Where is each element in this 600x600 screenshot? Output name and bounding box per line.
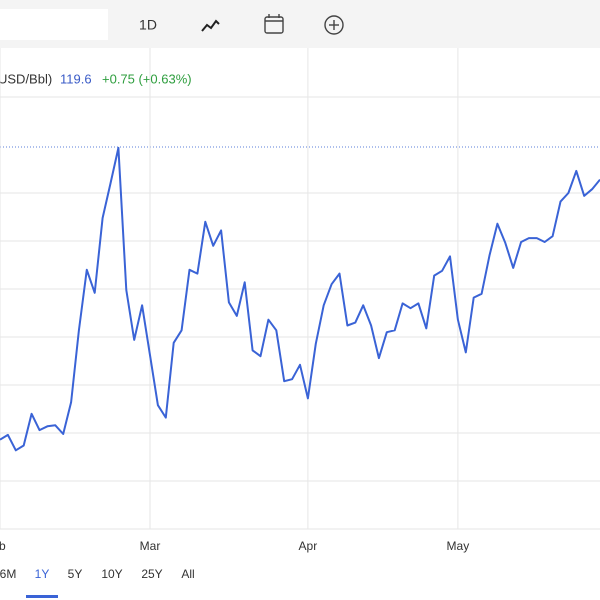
x-tick-label: Mar bbox=[140, 539, 161, 553]
grid bbox=[0, 96, 600, 530]
x-tick-label: Apr bbox=[299, 539, 318, 553]
range-button[interactable]: 10Y bbox=[101, 567, 122, 581]
price-line-series bbox=[0, 146, 600, 452]
range-button[interactable]: 6M bbox=[0, 567, 16, 581]
compare-icon[interactable] bbox=[324, 15, 344, 35]
range-underline bbox=[26, 595, 58, 598]
calendar-icon[interactable] bbox=[264, 14, 284, 34]
interval-button[interactable]: 1D bbox=[139, 17, 157, 33]
search-box[interactable] bbox=[0, 9, 108, 40]
x-tick-label: b bbox=[0, 539, 6, 553]
plot: b Mar Apr May bbox=[0, 48, 600, 553]
chart-type-icon[interactable] bbox=[201, 19, 220, 32]
range-button[interactable]: 25Y bbox=[141, 567, 162, 581]
range-selector: 6M 1Y 5Y 10Y 25Y All bbox=[0, 567, 195, 598]
legend-symbol: USD/Bbl) bbox=[0, 71, 52, 86]
range-button[interactable]: 1Y bbox=[35, 567, 50, 581]
range-button[interactable]: All bbox=[181, 567, 194, 581]
legend-price: 119.6 bbox=[60, 71, 92, 86]
x-tick-label: May bbox=[447, 539, 470, 553]
range-button[interactable]: 5Y bbox=[68, 567, 83, 581]
legend-change: +0.75 (+0.63%) bbox=[102, 71, 192, 86]
